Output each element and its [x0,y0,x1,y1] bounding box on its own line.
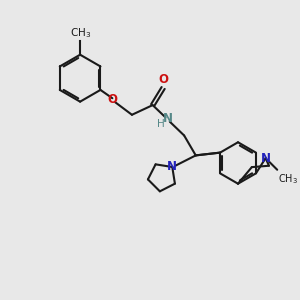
Text: CH$_3$: CH$_3$ [278,172,298,186]
Text: CH$_3$: CH$_3$ [70,26,91,40]
Text: H: H [157,119,165,129]
Text: O: O [107,93,117,106]
Text: N: N [261,152,271,165]
Text: O: O [158,73,168,86]
Text: N: N [163,112,172,125]
Text: N: N [167,160,177,173]
